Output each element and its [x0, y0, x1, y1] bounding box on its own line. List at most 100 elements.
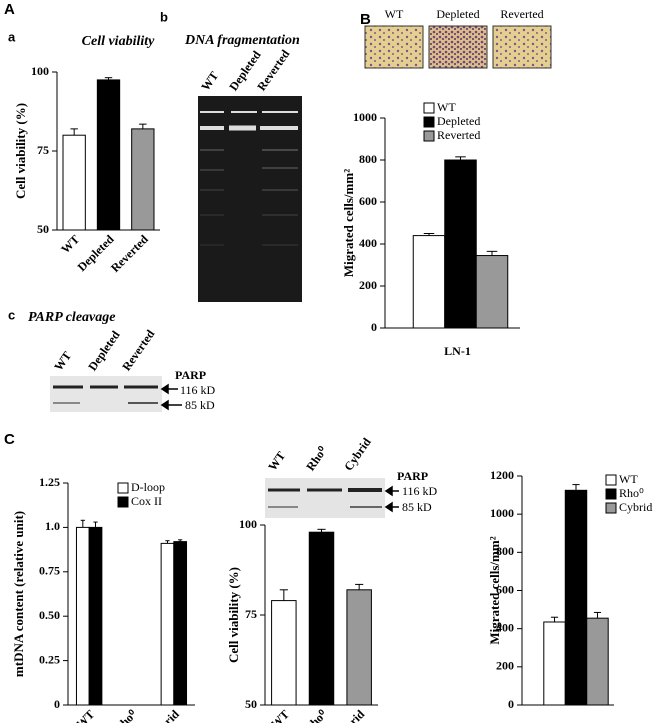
blot-image — [50, 376, 162, 412]
blot-protein: PARP — [175, 368, 206, 382]
legend-label: Rho⁰ — [619, 486, 644, 500]
photo — [364, 25, 424, 69]
legend-label: WT — [619, 472, 638, 486]
panel-label: A — [4, 1, 15, 18]
x-tick-label: Rho⁰ — [301, 707, 330, 723]
y-tick-label: 75 — [37, 143, 49, 157]
y-tick-label: 0.50 — [39, 608, 60, 622]
lane-label: Rho⁰ — [303, 444, 330, 474]
gel-bands — [200, 111, 298, 246]
bar — [475, 255, 509, 329]
lane-label: WT — [265, 449, 288, 473]
panel-label: b — [160, 9, 168, 24]
y-tick-label: 0 — [508, 697, 514, 711]
panel-label: C — [4, 431, 15, 448]
photo-label: Reverted — [500, 7, 543, 21]
legend-swatch — [117, 496, 129, 508]
legend-swatch — [605, 488, 617, 500]
photo-label: Depleted — [436, 7, 479, 21]
x-tick-label: Cybrid — [146, 707, 182, 723]
x-axis-label: LN-1 — [444, 344, 471, 358]
y-tick-label: 1.25 — [39, 475, 60, 489]
x-tick-label: WT — [58, 232, 82, 256]
y-tick-label: 1000 — [353, 110, 377, 124]
bar — [586, 617, 609, 706]
legend-label: Reverted — [437, 128, 480, 142]
lane-label: Depleted — [85, 328, 123, 373]
bar — [131, 128, 155, 231]
legend-swatch — [605, 474, 617, 486]
bar — [564, 489, 588, 706]
y-tick-label: 1000 — [490, 506, 514, 520]
x-axis-label: LN-1 — [560, 721, 587, 723]
y-tick-label: 0.75 — [39, 564, 60, 578]
bar — [160, 542, 175, 706]
bar — [75, 526, 90, 706]
band-label: 85 kD — [402, 500, 432, 514]
bar — [88, 526, 103, 706]
band-label: 116 kD — [402, 484, 438, 498]
y-tick-label: 200 — [496, 659, 514, 673]
y-tick-label: 800 — [359, 152, 377, 166]
y-tick-label: 50 — [245, 697, 257, 711]
bar — [444, 159, 477, 329]
y-tick-label: 0.25 — [39, 652, 60, 666]
legend-swatch — [117, 482, 129, 494]
y-tick-label: 100 — [31, 64, 49, 78]
bar — [62, 134, 86, 231]
bar — [96, 79, 121, 231]
y-tick-label: 800 — [496, 544, 514, 558]
lane-label: WT — [51, 349, 74, 373]
y-tick-label: 0 — [371, 320, 377, 334]
legend-swatch — [423, 116, 435, 128]
legend-label: Depleted — [437, 114, 480, 128]
y-tick-label: 1200 — [490, 468, 514, 482]
y-tick-label: 200 — [359, 278, 377, 292]
y-tick-label: 0 — [54, 697, 60, 711]
blot-bands — [53, 385, 158, 404]
legend-label: WT — [437, 100, 456, 114]
bar — [271, 600, 297, 706]
x-tick-label: Rho⁰ — [111, 707, 140, 723]
x-tick-label: WT — [73, 707, 97, 723]
x-tick-label: WT — [268, 707, 292, 723]
blot-image — [265, 478, 385, 518]
lane-label: Reverted — [119, 327, 157, 374]
y-tick-label: 400 — [496, 620, 514, 634]
bar — [173, 541, 188, 706]
blot-title: PARP cleavage — [28, 310, 115, 325]
arrow — [384, 485, 399, 513]
x-tick-label: Cybrid — [331, 707, 367, 723]
y-tick-label: 400 — [359, 236, 377, 250]
y-tick-label: 75 — [245, 607, 257, 621]
bar — [412, 235, 446, 329]
band-label: 116 kD — [180, 383, 216, 397]
arrow — [160, 383, 182, 411]
band-label: 85 kD — [185, 398, 215, 412]
legend-label: Cox II — [131, 494, 162, 508]
bar — [308, 531, 335, 706]
legend-label: D-loop — [131, 480, 165, 494]
lane-label: Cybrid — [341, 435, 374, 473]
y-tick-label: 600 — [496, 582, 514, 596]
y-axis-label: Migrated cells/mm² — [341, 169, 356, 277]
panel-label: c — [8, 307, 15, 322]
legend-swatch — [605, 502, 617, 514]
legend-swatch — [423, 130, 435, 142]
y-tick-label: 600 — [359, 194, 377, 208]
blot-protein: PARP — [397, 469, 428, 483]
blot-bands — [268, 488, 382, 508]
lane-label: WT — [198, 69, 221, 93]
y-tick-label: 50 — [37, 222, 49, 236]
y-axis-label: Cell viability (%) — [226, 567, 241, 663]
photo-label: WT — [385, 7, 404, 21]
y-axis-label: Cell viability (%) — [13, 103, 28, 199]
y-tick-label: 1.0 — [45, 519, 60, 533]
panel-label: B — [360, 11, 371, 28]
photo — [492, 25, 552, 69]
bar — [543, 621, 566, 706]
chart-title: Cell viability — [82, 34, 155, 49]
bar — [346, 589, 372, 706]
